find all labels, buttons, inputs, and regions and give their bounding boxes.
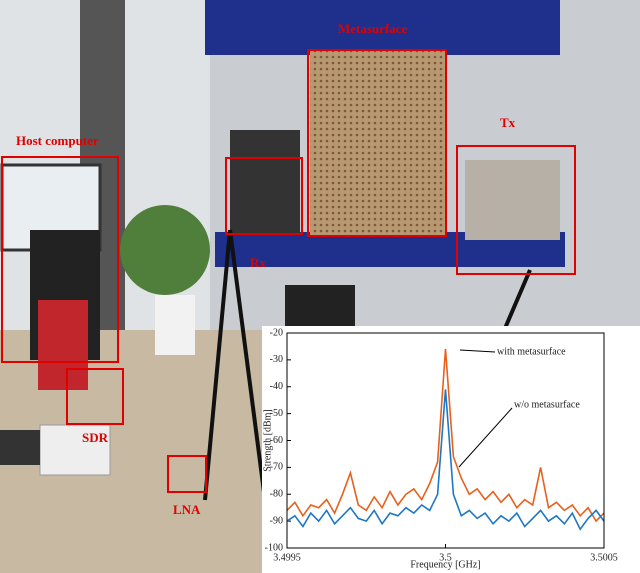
series-line <box>286 389 605 531</box>
label-metasurface: Metasurface <box>338 21 408 36</box>
arrow <box>458 407 513 468</box>
x-tick-label: 3.4995 <box>273 552 301 563</box>
arrow <box>459 349 496 353</box>
annotation-boxes <box>1 49 576 493</box>
y-tick-label: -20 <box>270 327 283 338</box>
x-tick-label: 3.5 <box>439 552 452 563</box>
series-line <box>286 349 605 523</box>
spectrum-chart: -100 -90 -80 -70 -60 -50 -40 -30 -20 3.4995 3.5 3.5… <box>262 326 640 573</box>
series-annotation: w/o metasurface <box>514 399 580 410</box>
y-tick-label: -40 <box>270 381 283 392</box>
y-tick-label: -70 <box>270 462 283 473</box>
y-axis-label: Strength [dBm] <box>262 409 273 472</box>
y-tick-label: -60 <box>270 435 283 446</box>
label-host: Host computer <box>16 133 99 148</box>
label-lna: LNA <box>173 502 201 517</box>
y-tick-label: -80 <box>270 489 283 500</box>
label-sdr: SDR <box>82 430 109 445</box>
y-tick-label: -90 <box>270 515 283 526</box>
chart-background <box>262 326 640 573</box>
x-axis-label: Frequency [GHz] <box>410 559 480 570</box>
label-tx: Tx <box>500 115 516 130</box>
x-tick-label: 3.5005 <box>590 552 618 563</box>
label-rx: Rx <box>250 255 266 270</box>
y-tick-label: -100 <box>265 542 283 553</box>
plot-frame <box>286 332 605 549</box>
y-tick-label: -30 <box>270 354 283 365</box>
y-tick-label: -50 <box>270 408 283 419</box>
series-annotation: with metasurface <box>497 346 566 357</box>
